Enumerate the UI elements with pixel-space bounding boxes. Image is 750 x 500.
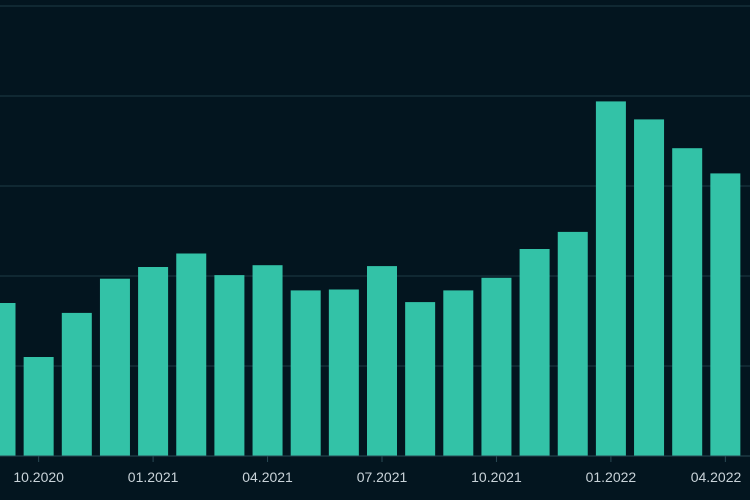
x-axis-ticks: 10.2020 01.2021 04.2021 07.2021 10.2021 01.20… (13, 456, 742, 485)
x-tick-label: 01.2021 (128, 469, 179, 485)
bar-01.2021 (138, 267, 169, 456)
bar-11.2020 (61, 312, 92, 456)
x-tick-label: 10.2020 (13, 469, 64, 485)
bar-03.2022 (672, 148, 703, 456)
x-tick-label: 07.2021 (357, 469, 408, 485)
bar-10.2020 (23, 357, 54, 456)
x-tick-label: 10.2021 (471, 469, 522, 485)
bar-08.2021 (405, 302, 436, 456)
bar-03.2021 (214, 275, 245, 456)
x-tick-label: 04.2021 (242, 469, 293, 485)
bar-05.2021 (290, 290, 321, 456)
bar-06.2021 (328, 289, 359, 456)
x-tick-label: 04.2022 (691, 469, 742, 485)
bar-09.2020 (0, 303, 16, 456)
bar-12.2021 (557, 231, 588, 456)
x-tick-label: 01.2022 (586, 469, 637, 485)
bar-02.2021 (176, 253, 207, 456)
bar-11.2021 (519, 249, 550, 456)
bar-07.2021 (367, 266, 397, 456)
bar-02.2022 (634, 119, 665, 457)
bar-12.2020 (99, 278, 130, 456)
bars (0, 101, 741, 457)
bar-04.2021 (252, 265, 283, 456)
bar-04.2022 (710, 173, 741, 456)
bar-01.2022 (595, 101, 626, 457)
bar-10.2021 (481, 277, 512, 456)
bar-09.2021 (443, 290, 474, 456)
